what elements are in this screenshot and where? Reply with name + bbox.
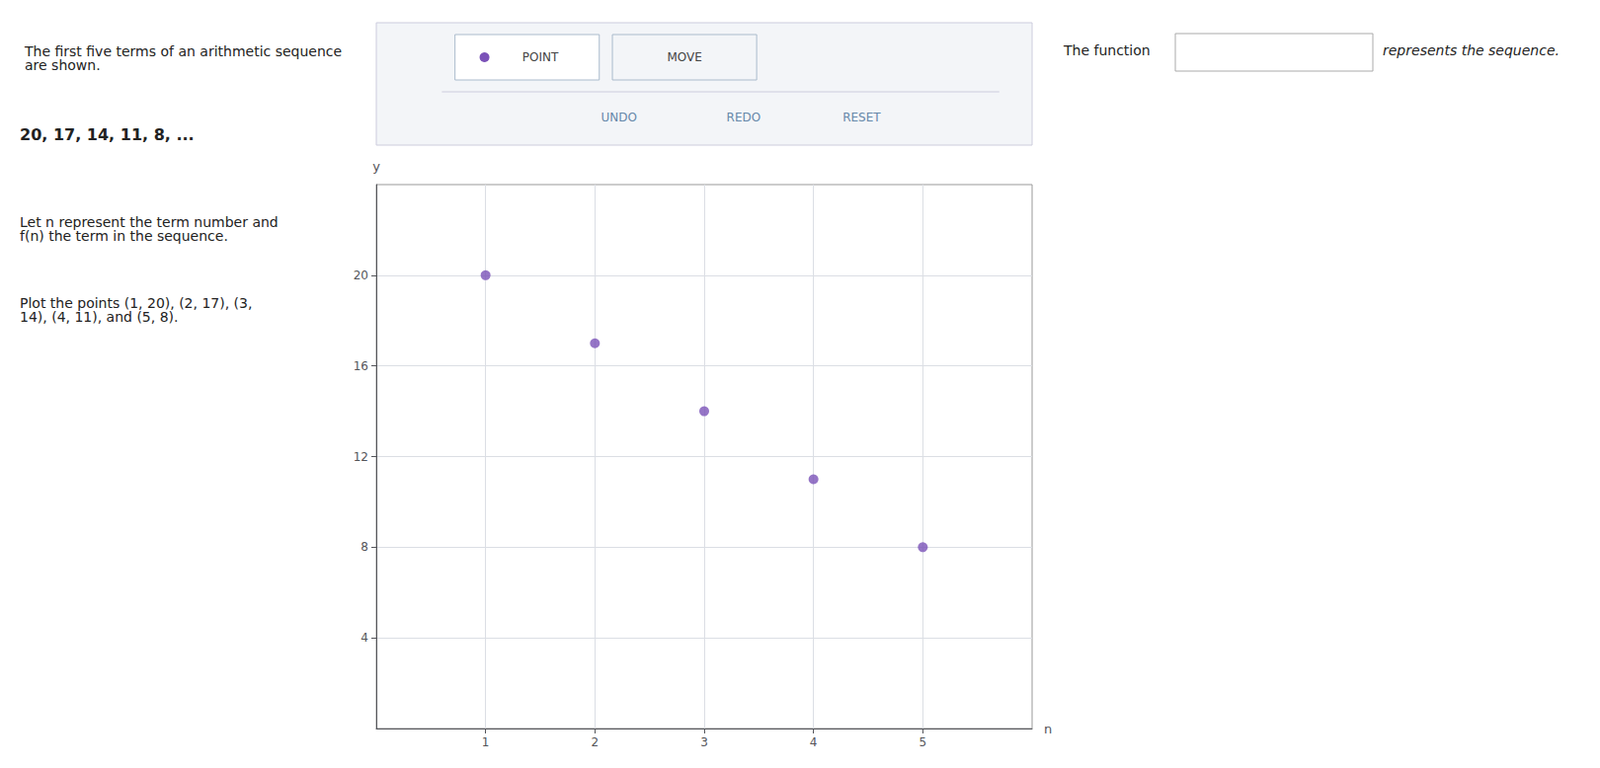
svg-text:4: 4 xyxy=(360,631,369,645)
svg-text:REDO: REDO xyxy=(726,110,762,125)
svg-text:UNDO: UNDO xyxy=(600,110,637,125)
svg-text:n: n xyxy=(1043,721,1052,737)
svg-text:20: 20 xyxy=(353,268,369,283)
svg-text:3: 3 xyxy=(700,735,709,750)
svg-text:5: 5 xyxy=(919,735,928,750)
svg-text:are shown.: are shown. xyxy=(24,57,101,74)
svg-text:The function: The function xyxy=(1062,42,1151,59)
svg-text:20, 17, 14, 11, 8, ...: 20, 17, 14, 11, 8, ... xyxy=(19,125,195,145)
svg-text:4: 4 xyxy=(809,735,818,750)
svg-text:POINT: POINT xyxy=(522,50,560,65)
svg-text:2: 2 xyxy=(591,735,600,750)
svg-text:f(n) the term in the sequence.: f(n) the term in the sequence. xyxy=(19,228,229,244)
svg-text:Plot the points (1, 20), (2, 1: Plot the points (1, 20), (2, 17), (3, xyxy=(19,295,257,312)
svg-text:16: 16 xyxy=(353,359,369,374)
svg-text:represents the sequence.: represents the sequence. xyxy=(1382,42,1560,59)
svg-text:8: 8 xyxy=(360,540,369,555)
svg-text:14), (4, 11), and (5, 8).: 14), (4, 11), and (5, 8). xyxy=(19,309,179,325)
svg-text:1: 1 xyxy=(481,735,490,750)
svg-text:MOVE: MOVE xyxy=(666,50,702,65)
svg-text:y: y xyxy=(372,159,381,174)
svg-text:12: 12 xyxy=(353,450,369,465)
svg-text:Let n represent the term numbe: Let n represent the term number and xyxy=(19,214,283,231)
svg-text:The first five terms of an ari: The first five terms of an arithmetic se… xyxy=(24,43,347,60)
svg-text:RESET: RESET xyxy=(842,110,881,125)
